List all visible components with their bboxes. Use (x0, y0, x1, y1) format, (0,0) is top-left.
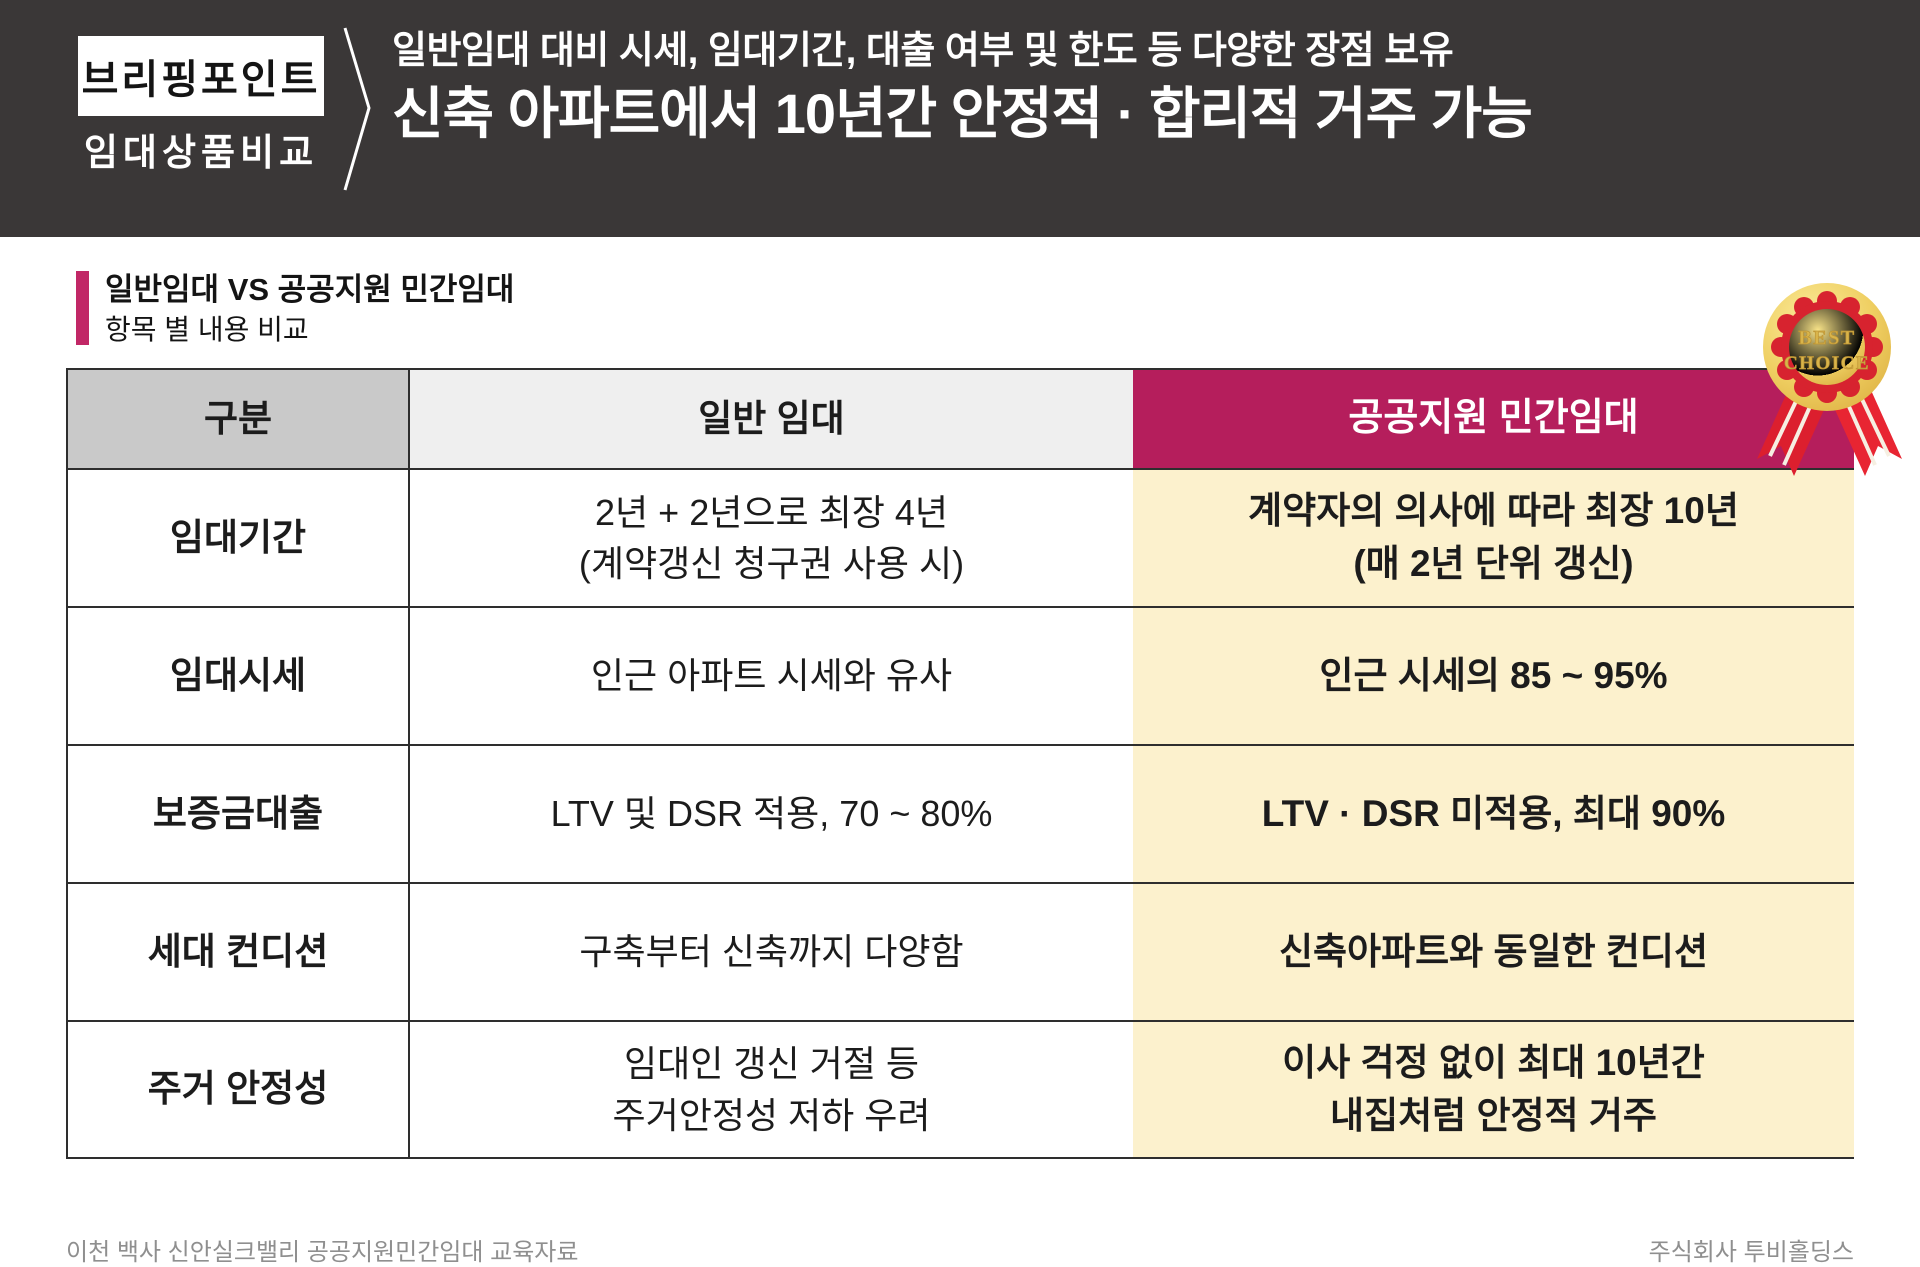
section-heading: 일반임대 VS 공공지원 민간임대 항목 별 내용 비교 (76, 271, 514, 348)
row-label-housing-stability: 주거 안정성 (66, 1022, 410, 1159)
medal: BEST CHOICE (1763, 283, 1891, 411)
row-label-rental-period: 임대기간 (66, 470, 410, 608)
cell-public-unit-condition: 신축아파트와 동일한 컨디션 (1133, 884, 1854, 1022)
header-subtitle: 일반임대 대비 시세, 임대기간, 대출 여부 및 한도 등 다양한 장점 보유 (392, 30, 1454, 72)
footer-company-text: 주식회사 투비홀딩스 (1648, 1239, 1854, 1266)
header-title: 신축 아파트에서 10년간 안정적 · 합리적 거주 가능 (392, 81, 1533, 145)
cell-general-rental-price: 인근 아파트 시세와 유사 (410, 608, 1133, 746)
row-label-rental-price: 임대시세 (66, 608, 410, 746)
badge-text-choice: CHOICE (1784, 353, 1870, 374)
cell-public-rental-period: 계약자의 의사에 따라 최장 10년 (매 2년 단위 갱신) (1133, 470, 1854, 608)
row-label-unit-condition: 세대 컨디션 (66, 884, 410, 1022)
footer-source-text: 이천 백사 신안실크밸리 공공지원민간임대 교육자료 (66, 1239, 579, 1266)
cell-general-housing-stability: 임대인 갱신 거절 등 주거안정성 저하 우려 (410, 1022, 1133, 1159)
cell-general-deposit-loan: LTV 및 DSR 적용, 70 ~ 80% (410, 746, 1133, 884)
column-header-category: 구분 (66, 370, 410, 470)
rental-product-compare-label: 임대상품비교 (83, 132, 319, 173)
top-header-band: 브리핑포인트 임대상품비교 일반임대 대비 시세, 임대기간, 대출 여부 및 … (0, 0, 1920, 237)
accent-bar (76, 271, 89, 345)
column-header-general-rental: 일반 임대 (410, 370, 1133, 470)
section-title: 일반임대 VS 공공지원 민간임대 (105, 272, 515, 307)
best-choice-ribbon-icon: BEST CHOICE (1757, 283, 1902, 476)
section-subtitle: 항목 별 내용 비교 (105, 313, 309, 345)
column-header-public-rental: 공공지원 민간임대 (1133, 370, 1854, 470)
cell-public-deposit-loan: LTV · DSR 미적용, 최대 90% (1133, 746, 1854, 884)
cell-public-housing-stability: 이사 걱정 없이 최대 10년간 내집처럼 안정적 거주 (1133, 1022, 1854, 1159)
cell-public-rental-price: 인근 시세의 85 ~ 95% (1133, 608, 1854, 746)
comparison-table: 구분 일반 임대 공공지원 민간임대 임대기간 2년 + 2년으로 최장 4년 … (66, 368, 1854, 1159)
briefing-point-label: 브리핑포인트 (81, 58, 321, 102)
badge-text-best: BEST (1798, 327, 1855, 349)
header-text-block: 일반임대 대비 시세, 임대기간, 대출 여부 및 한도 등 다양한 장점 보유… (392, 28, 1533, 146)
briefing-point-box: 브리핑포인트 (78, 36, 324, 116)
cell-general-unit-condition: 구축부터 신축까지 다양함 (410, 884, 1133, 1022)
chevron-divider-icon (343, 27, 371, 191)
cell-general-rental-period: 2년 + 2년으로 최장 4년 (계약갱신 청구권 사용 시) (410, 470, 1133, 608)
row-label-deposit-loan: 보증금대출 (66, 746, 410, 884)
